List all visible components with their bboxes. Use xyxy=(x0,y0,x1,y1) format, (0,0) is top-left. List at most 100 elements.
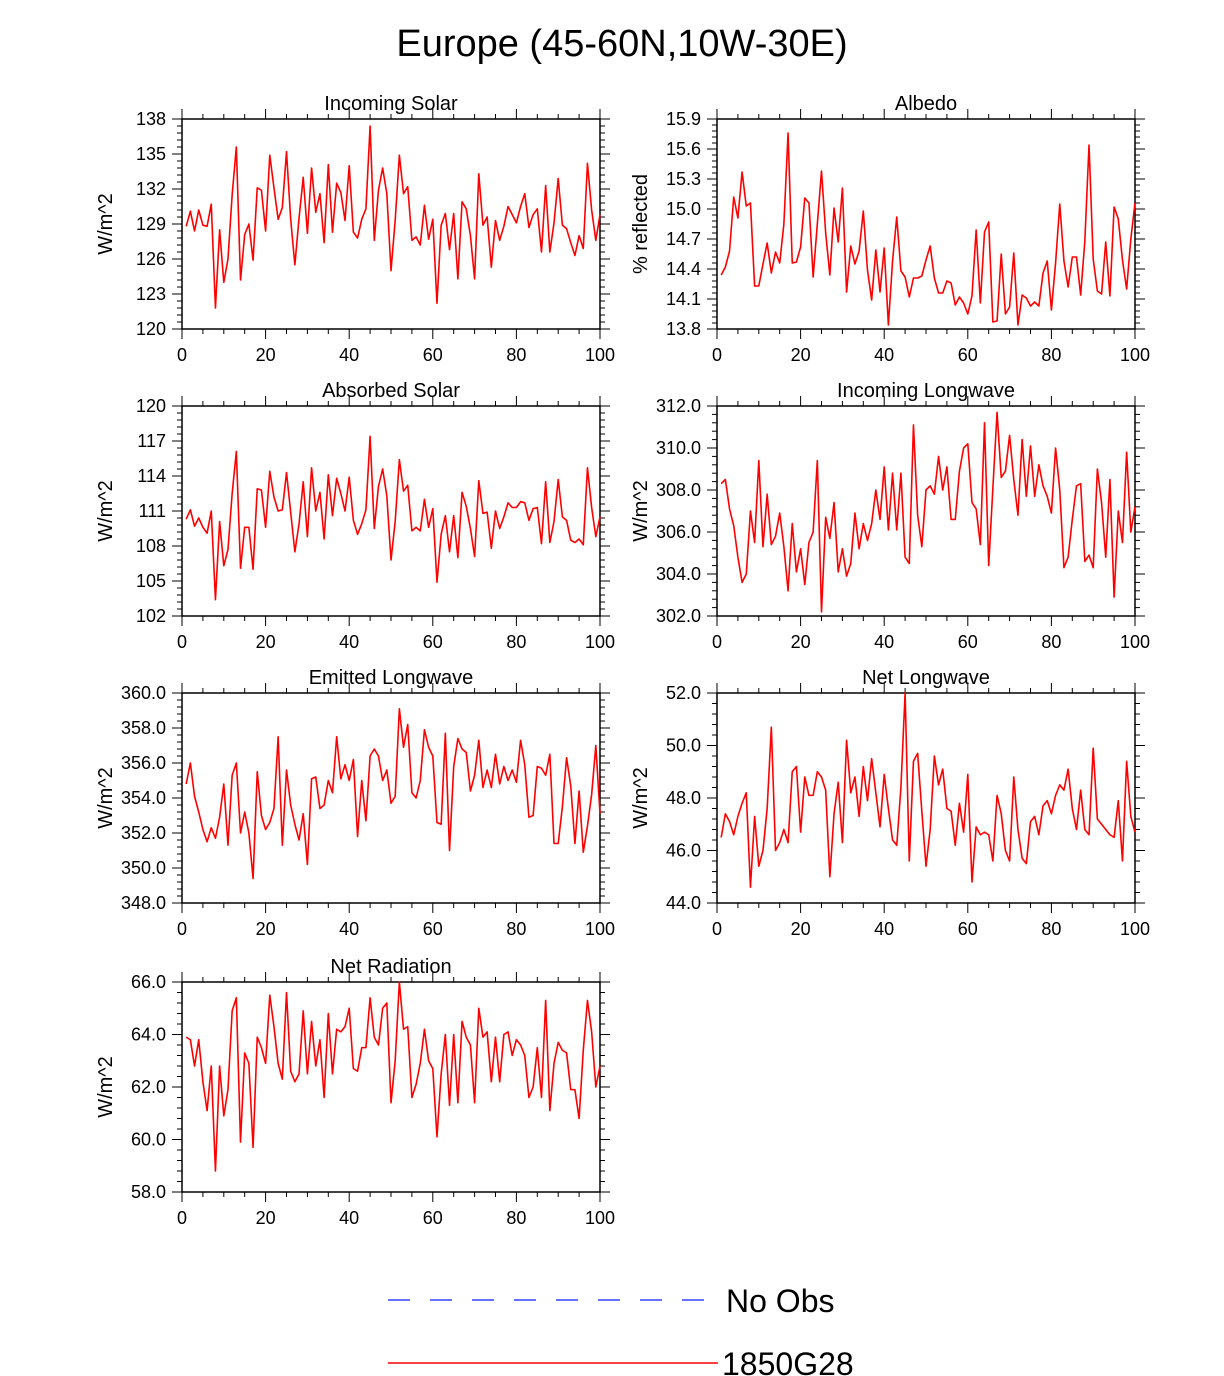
x-tick-label: 100 xyxy=(1120,632,1150,652)
y-tick-label: 15.6 xyxy=(666,139,701,159)
y-tick-label: 14.7 xyxy=(666,229,701,249)
series-line-1850G28 xyxy=(720,411,1136,613)
y-tick-label: 62.0 xyxy=(131,1077,166,1097)
y-tick-label: 111 xyxy=(139,501,166,521)
y-tick-label: 132 xyxy=(136,179,166,199)
y-tick-label: 123 xyxy=(136,284,166,304)
chart-panel-5: Net Longwave W/m^2 0 20 40 60 80 100 44.0 46.0 48.… xyxy=(630,667,1150,939)
y-axis-label: W/m^2 xyxy=(95,767,117,829)
plot-frame xyxy=(716,405,1136,617)
x-tick-label: 0 xyxy=(177,1208,187,1228)
y-tick-label: 126 xyxy=(136,249,166,269)
series-line-1850G28 xyxy=(185,981,601,1172)
y-tick-label: 117 xyxy=(137,431,166,451)
y-axis-label: W/m^2 xyxy=(95,480,117,542)
panel-title: Incoming Longwave xyxy=(837,380,1015,402)
y-tick-label: 306.0 xyxy=(656,522,701,542)
y-tick-label: 13.8 xyxy=(666,319,701,339)
chart-panel-4: Emitted Longwave W/m^2 0 20 40 60 80 100 348.0 35… xyxy=(95,667,615,939)
y-tick-label: 64.0 xyxy=(131,1025,166,1045)
figure-title: Europe (45-60N,10W-30E) xyxy=(396,23,847,65)
y-tick-label: 102 xyxy=(136,606,166,626)
x-tick-label: 80 xyxy=(1041,919,1061,939)
y-tick-label: 60.0 xyxy=(131,1130,166,1150)
chart-panel-1: Albedo % reflected 0 20 40 60 80 100 13.8 14.1 14.… xyxy=(630,93,1150,365)
y-tick-label: 310.0 xyxy=(656,438,701,458)
x-tick-label: 80 xyxy=(1041,345,1061,365)
y-tick-label: 50.0 xyxy=(666,736,701,756)
y-axis-label: W/m^2 xyxy=(630,480,652,542)
y-tick-label: 120 xyxy=(136,396,166,416)
y-tick-label: 308.0 xyxy=(656,480,701,500)
x-tick-label: 20 xyxy=(256,919,276,939)
y-tick-label: 48.0 xyxy=(666,788,701,808)
x-tick-label: 100 xyxy=(585,1208,615,1228)
y-tick-label: 46.0 xyxy=(666,841,701,861)
y-tick-label: 58.0 xyxy=(131,1182,166,1202)
plot-frame xyxy=(716,118,1136,330)
y-tick-label: 129 xyxy=(136,214,166,234)
x-tick-label: 20 xyxy=(256,345,276,365)
x-tick-label: 60 xyxy=(423,632,443,652)
y-axis-label: W/m^2 xyxy=(95,1056,117,1118)
x-tick-label: 40 xyxy=(339,632,359,652)
legend: No Obs 1850G28 xyxy=(388,1283,854,1376)
panel-title: Emitted Longwave xyxy=(309,667,474,689)
y-tick-label: 15.9 xyxy=(666,109,701,129)
y-tick-label: 302.0 xyxy=(656,606,701,626)
chart-panel-0: Incoming Solar W/m^2 0 20 40 60 80 100 120 123 126… xyxy=(95,93,615,365)
y-axis-label: W/m^2 xyxy=(630,767,652,829)
x-tick-label: 40 xyxy=(339,1208,359,1228)
chart-panel-6: Net Radiation W/m^2 0 20 40 60 80 100 58.0 60.0 62… xyxy=(95,956,615,1228)
y-tick-label: 348.0 xyxy=(121,893,166,913)
x-tick-label: 60 xyxy=(423,345,443,365)
x-tick-label: 60 xyxy=(958,632,978,652)
x-tick-label: 40 xyxy=(339,919,359,939)
series-line-1850G28 xyxy=(720,132,1136,326)
x-tick-label: 100 xyxy=(1120,919,1150,939)
panel-title: Net Longwave xyxy=(862,667,990,689)
x-tick-label: 80 xyxy=(1041,632,1061,652)
legend-label-no-obs: No Obs xyxy=(726,1283,834,1319)
x-tick-label: 80 xyxy=(506,919,526,939)
y-tick-label: 44.0 xyxy=(666,893,701,913)
x-tick-label: 100 xyxy=(585,345,615,365)
y-tick-label: 135 xyxy=(136,144,166,164)
x-tick-label: 20 xyxy=(791,345,811,365)
y-tick-label: 352.0 xyxy=(121,823,166,843)
chart-panel-2: Absorbed Solar W/m^2 0 20 40 60 80 100 102 105 108… xyxy=(95,380,615,652)
legend-label-1850g28: 1850G28 xyxy=(722,1346,854,1376)
x-tick-label: 100 xyxy=(585,919,615,939)
x-tick-label: 0 xyxy=(177,345,187,365)
series-line-1850G28 xyxy=(185,707,601,880)
panels-group: Incoming Solar W/m^2 0 20 40 60 80 100 120 123 126… xyxy=(95,93,1150,1228)
y-axis-label: % reflected xyxy=(630,174,652,274)
y-tick-label: 354.0 xyxy=(121,788,166,808)
series-line-1850G28 xyxy=(185,435,601,601)
y-tick-label: 114 xyxy=(137,466,166,486)
x-tick-label: 40 xyxy=(874,345,894,365)
series-line-1850G28 xyxy=(185,125,601,309)
y-tick-label: 360.0 xyxy=(121,683,166,703)
x-tick-label: 60 xyxy=(423,919,443,939)
y-tick-label: 15.0 xyxy=(666,199,701,219)
x-tick-label: 60 xyxy=(958,919,978,939)
x-tick-label: 20 xyxy=(791,632,811,652)
y-tick-label: 356.0 xyxy=(121,753,166,773)
x-tick-label: 100 xyxy=(585,632,615,652)
x-tick-label: 40 xyxy=(339,345,359,365)
x-tick-label: 60 xyxy=(958,345,978,365)
x-tick-label: 0 xyxy=(177,919,187,939)
x-tick-label: 80 xyxy=(506,345,526,365)
x-tick-label: 60 xyxy=(423,1208,443,1228)
y-tick-label: 14.4 xyxy=(666,259,701,279)
x-tick-label: 20 xyxy=(791,919,811,939)
x-tick-label: 0 xyxy=(712,632,722,652)
x-tick-label: 20 xyxy=(256,632,276,652)
x-tick-label: 100 xyxy=(1120,345,1150,365)
plot-frame xyxy=(716,692,1136,904)
x-tick-label: 40 xyxy=(874,632,894,652)
x-tick-label: 40 xyxy=(874,919,894,939)
y-tick-label: 304.0 xyxy=(656,564,701,584)
